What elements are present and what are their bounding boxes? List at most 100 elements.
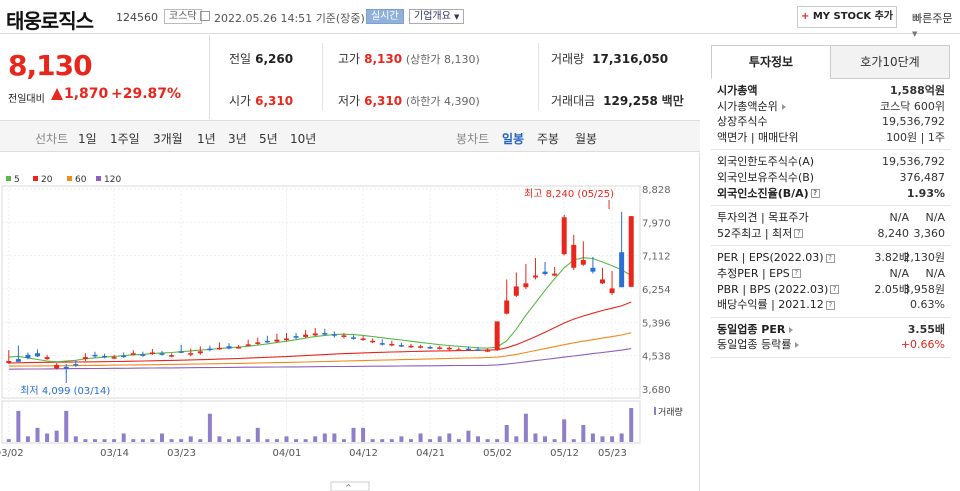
volume-bar [188, 436, 193, 442]
candle-body [92, 354, 98, 357]
info-value: 2.05배 [874, 282, 909, 296]
info-label: 동일업종 PER [717, 322, 794, 338]
tab-weekly[interactable]: 주봉 [537, 132, 560, 146]
help-icon[interactable]: ? [830, 285, 840, 295]
tab-monthly[interactable]: 월봉 [575, 132, 598, 146]
candle-body [628, 216, 634, 287]
candle-body [159, 353, 165, 355]
info-row: PER | EPS(2022.03)? 3.82배 2,130원 [717, 250, 945, 266]
help-icon[interactable]: ? [810, 189, 820, 199]
upper-limit-arrow-icon [51, 88, 63, 100]
volume-bar [437, 436, 442, 442]
candle-body [44, 357, 50, 360]
expand-arrow-icon[interactable] [789, 326, 794, 333]
expand-arrow-icon[interactable] [795, 342, 800, 349]
info-label: 52주최고 | 최저? [717, 226, 804, 242]
volume-bar [179, 439, 184, 442]
info-label: 외국인한도주식수(A) [717, 155, 815, 169]
info-value: +0.66% [900, 338, 945, 352]
calendar-icon [200, 11, 210, 21]
volume-bar [322, 433, 327, 442]
volume-bar [131, 439, 136, 442]
help-icon[interactable]: ? [825, 253, 835, 263]
stat-label: 전일 [229, 52, 252, 66]
info-section: 외국인한도주식수(A) 19,536,792 외국인보유주식수(B) 376,487 외… [711, 150, 951, 207]
tab-10y[interactable]: 10년 [290, 132, 317, 146]
realtime-badge[interactable]: 실시간 [366, 9, 404, 24]
candle-body [312, 333, 318, 336]
volume-bar [399, 436, 404, 442]
stat-label: 고가 [338, 52, 361, 66]
candle-body [149, 352, 155, 355]
info-row: 투자의견 | 목표주가 N/A N/A [717, 210, 945, 226]
candle-body [513, 286, 519, 296]
tab-line-chart[interactable]: 선차트 [35, 132, 69, 146]
help-icon[interactable]: ? [825, 300, 835, 310]
x-tick-label: 05/12 [550, 448, 579, 459]
legend-label: 120 [104, 175, 121, 185]
candle-body [504, 300, 510, 314]
tab-daily[interactable]: 일봉 [502, 132, 525, 146]
x-tick-label: 03/23 [167, 448, 196, 459]
company-overview-button[interactable]: 기업개요 ▼ [409, 9, 465, 24]
volume-bar [543, 436, 548, 442]
tab-3m[interactable]: 3개월 [153, 132, 183, 146]
info-value: 100원 | 1주 [886, 130, 945, 144]
info-value: 2,130원 [903, 251, 945, 265]
price-change-percent: +29.87% [111, 86, 182, 102]
info-label: 배당수익률 | 2021.12? [717, 297, 835, 313]
plot-frame [1, 185, 641, 399]
info-label: 시가총액순위 [717, 99, 786, 115]
info-value: 3,958원 [903, 282, 945, 296]
volume-bar [274, 439, 279, 442]
help-icon[interactable]: ? [794, 229, 804, 239]
volume-bar [303, 439, 308, 442]
info-row: 외국인한도주식수(A) 19,536,792 [717, 154, 945, 170]
candle-body [580, 260, 586, 265]
tab-1w[interactable]: 1주일 [110, 132, 140, 146]
legend-swatch [96, 176, 101, 181]
volume-bar [207, 413, 212, 442]
volume-bar [629, 408, 634, 442]
candle-body [73, 364, 79, 366]
volume-bar [294, 439, 299, 442]
info-value: 376,487 [899, 170, 946, 184]
candle-body [542, 271, 548, 275]
volume-bar [370, 439, 375, 442]
quote-datetime: 2022.05.26 14:51 기준(장중) [214, 10, 365, 26]
volume-bar [610, 436, 615, 442]
candle-body [25, 354, 31, 358]
tab-1d[interactable]: 1일 [78, 132, 97, 146]
volume-bar [514, 436, 519, 442]
expand-arrow-icon[interactable] [781, 103, 786, 110]
info-value: 19,536,792 [882, 115, 945, 129]
stat-high: 고가 8,130 (상한가 8,130) [338, 50, 480, 67]
quick-order-button[interactable]: 빠른주문 ▼ [912, 10, 960, 39]
candle-body [264, 340, 270, 343]
tab-3y[interactable]: 3년 [228, 132, 247, 146]
volume-bar [217, 436, 222, 442]
candle-body [532, 275, 538, 278]
candle-body [427, 347, 433, 349]
tab-5y[interactable]: 5년 [259, 132, 278, 146]
investment-info-panel: 투자정보 호가10단계 시가총액 1,588억원 시가총액순위 코스닥 600위 상장주… [711, 45, 951, 358]
volume-bar [533, 433, 538, 442]
help-icon[interactable]: ? [791, 269, 801, 279]
tab-invest-info[interactable]: 투자정보 [711, 45, 831, 79]
volume-bar [408, 439, 413, 442]
tab-1y[interactable]: 1년 [197, 132, 216, 146]
info-value: 3.55배 [907, 322, 945, 336]
info-row: 배당수익률 | 2021.12? 0.63% [717, 297, 945, 313]
info-value: 0.63% [910, 298, 945, 312]
volume-bar [389, 439, 394, 442]
volume-bar [380, 439, 385, 442]
volume-bar [83, 439, 88, 442]
volume-bar [552, 439, 557, 442]
candle-body [35, 353, 41, 357]
tab-orderbook[interactable]: 호가10단계 [830, 45, 950, 79]
tab-candle-chart[interactable]: 봉차트 [456, 132, 490, 146]
info-value: 1,588억원 [889, 84, 945, 97]
my-stock-add-button[interactable]: + MY STOCK 추가 [797, 6, 897, 28]
volume-bar [619, 433, 624, 442]
info-row: 52주최고 | 최저? 8,240 3,360 [717, 226, 945, 242]
